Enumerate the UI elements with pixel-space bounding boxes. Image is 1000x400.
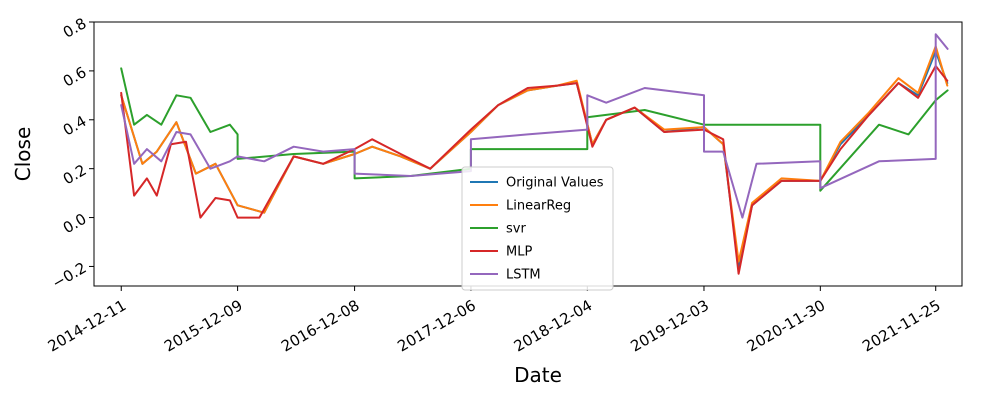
legend: Original Values LinearReg svr MLP LSTM <box>461 166 614 291</box>
plot-area <box>120 33 949 275</box>
legend-label: svr <box>506 222 526 237</box>
y-tick-label: −0.2 <box>49 259 90 293</box>
series-line-mlp <box>120 65 949 275</box>
y-tick-label: 0.0 <box>60 210 90 238</box>
legend-label: LinearReg <box>506 199 571 214</box>
y-tick-label: 0.6 <box>60 63 90 91</box>
legend-box <box>461 166 614 291</box>
x-tick-label: 2015-12-09 <box>161 296 246 355</box>
y-tick-label: 0.8 <box>60 14 90 42</box>
y-axis: −0.2 0.0 0.2 0.4 0.6 0.8 <box>49 14 94 292</box>
legend-label: Original Values <box>506 176 604 191</box>
legend-label: LSTM <box>506 268 541 283</box>
y-tick-label: 0.2 <box>60 161 90 189</box>
x-tick-label: 2020-11-30 <box>744 296 829 355</box>
x-tick-label: 2018-12-04 <box>511 296 596 355</box>
legend-label: MLP <box>506 245 532 260</box>
y-tick-label: 0.4 <box>60 112 90 140</box>
x-tick-label: 2014-12-11 <box>45 296 130 355</box>
y-axis-label: Close <box>11 127 35 181</box>
series-line-lstm <box>120 33 949 219</box>
x-axis-label: Date <box>514 363 562 387</box>
x-tick-label: 2017-12-06 <box>394 296 479 355</box>
x-tick-label: 2016-12-08 <box>278 296 363 355</box>
x-tick-label: 2021-11-25 <box>859 296 944 355</box>
x-tick-label: 2019-12-03 <box>627 296 712 355</box>
x-axis: 2014-12-11 2015-12-09 2016-12-08 2017-12-06… <box>45 286 944 355</box>
